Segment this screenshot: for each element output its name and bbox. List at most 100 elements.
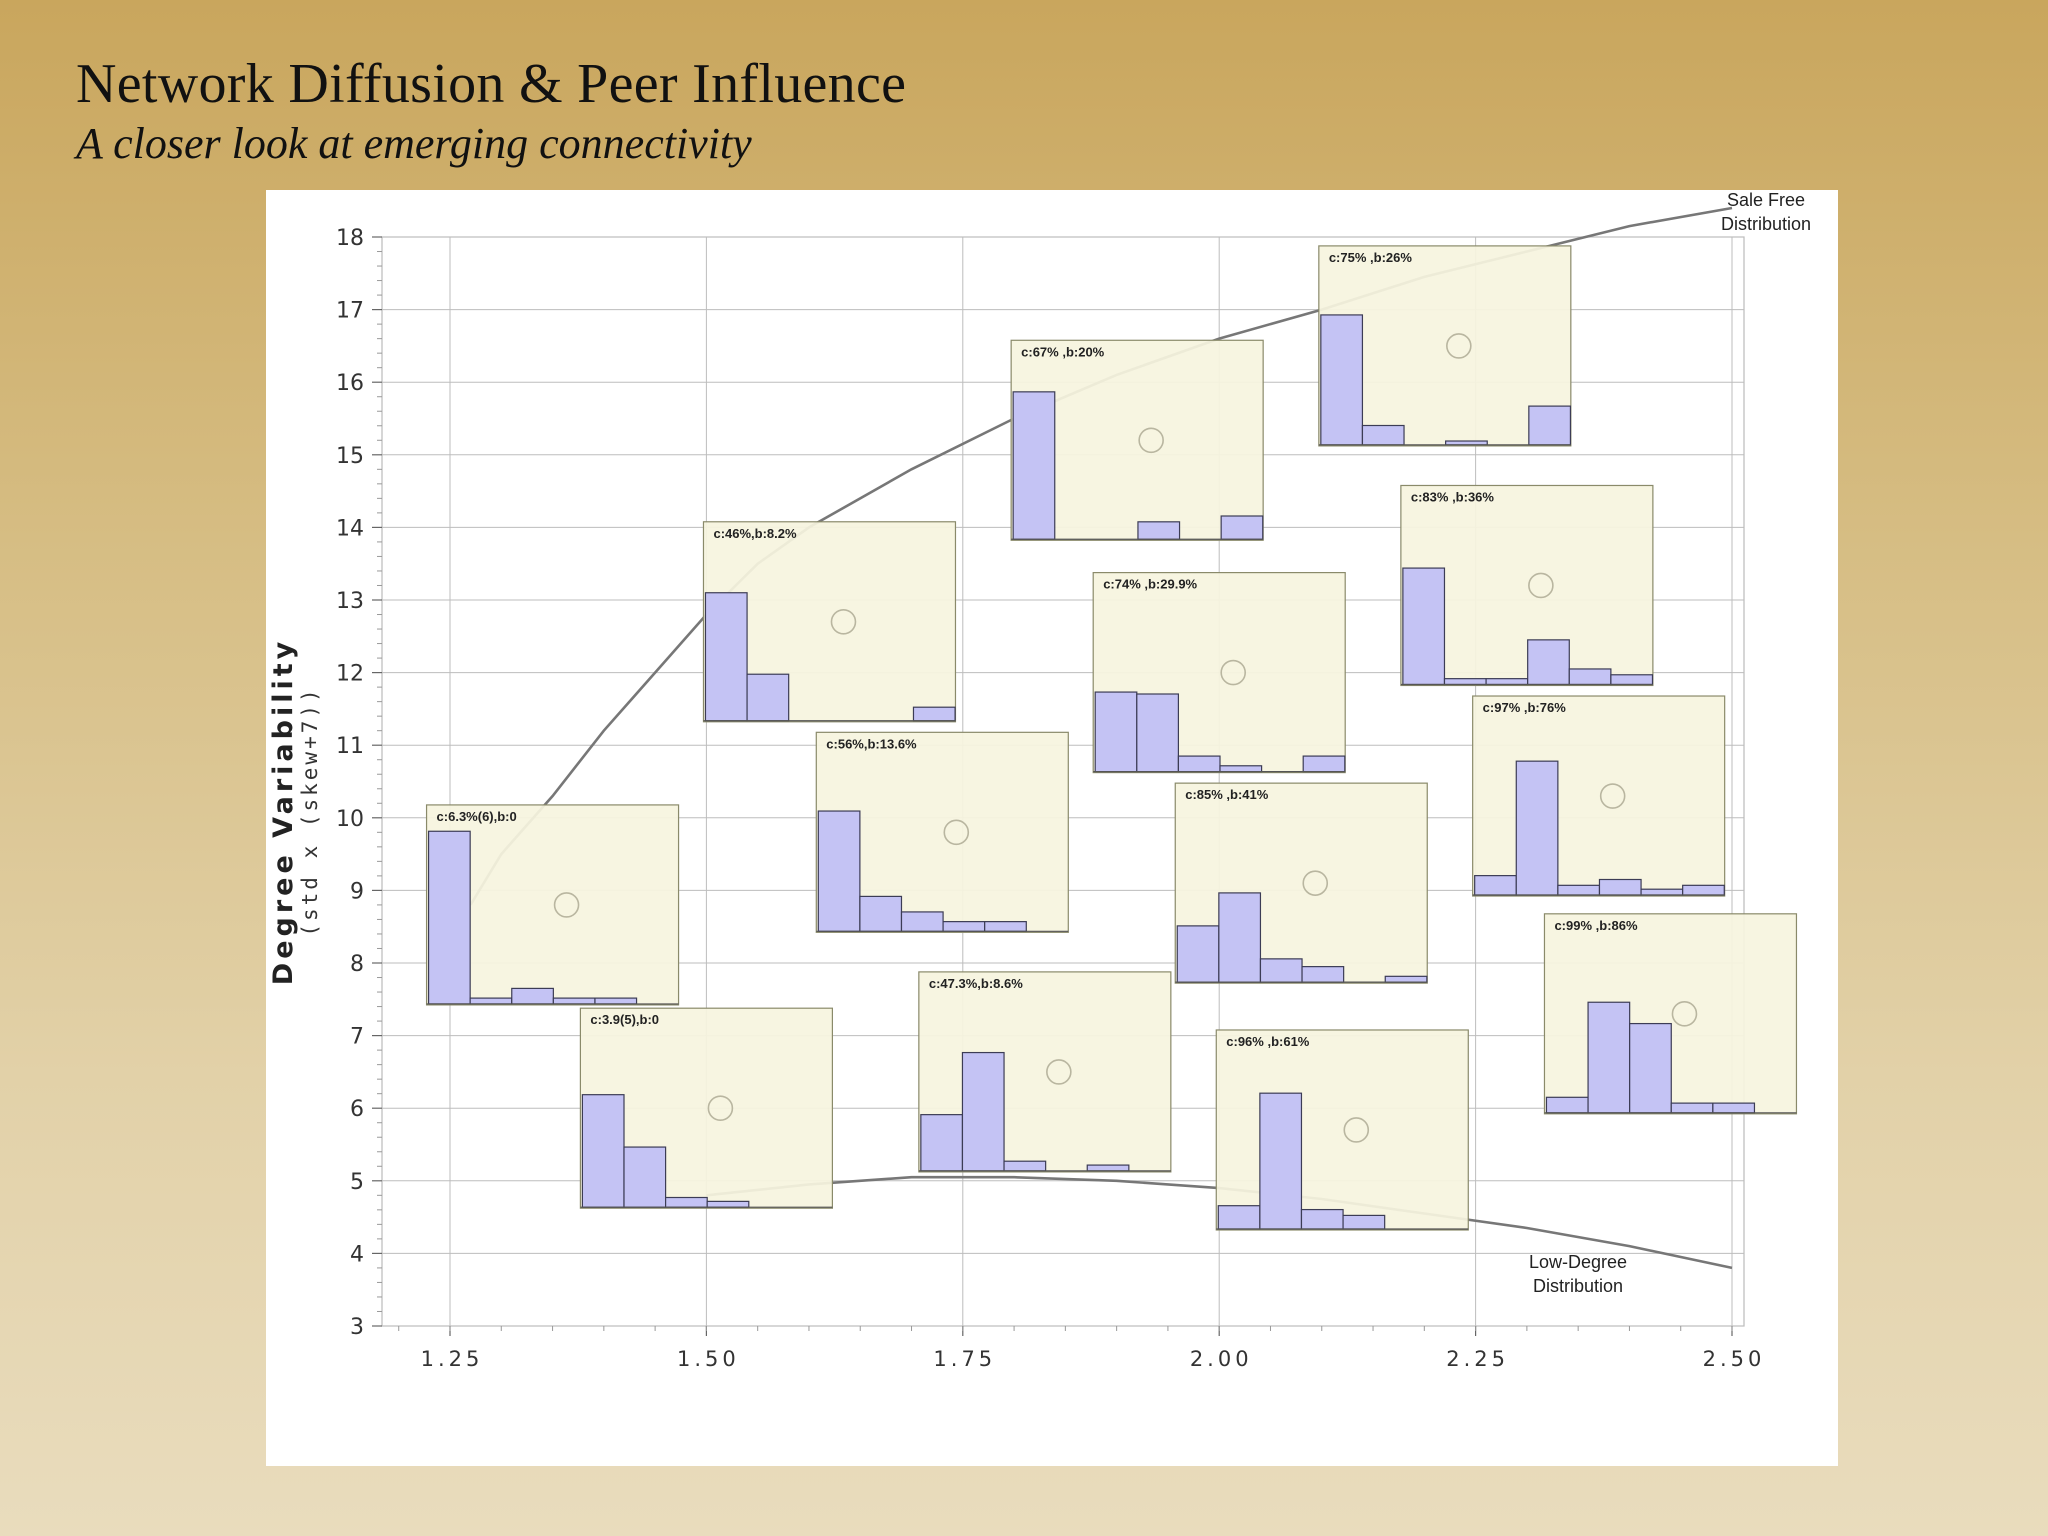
- inset-label: c:75% ,b:26%: [1329, 250, 1413, 265]
- histogram-bar: [1259, 958, 1303, 983]
- histogram-bar: [1384, 975, 1428, 983]
- y-tick-label: 4: [350, 1242, 364, 1267]
- histogram-bar: [1320, 314, 1364, 446]
- histogram-inset: c:97% ,b:76%: [1472, 695, 1726, 897]
- histogram-bar: [1629, 1022, 1672, 1114]
- x-tick-label: 2.00: [1190, 1347, 1253, 1371]
- y-tick-label: 18: [336, 226, 364, 251]
- histogram-bar: [1220, 515, 1264, 540]
- inset-marker: [1220, 659, 1247, 686]
- histogram-bar: [961, 1051, 1005, 1172]
- inset-marker: [1343, 1117, 1370, 1143]
- histogram-bar: [1682, 884, 1725, 896]
- scale-free-label: Sale Free Distribution: [1721, 190, 1811, 234]
- x-tick-label: 1.25: [421, 1347, 484, 1371]
- inset-label: c:47.3%,b:8.6%: [929, 976, 1023, 991]
- inset-marker: [830, 608, 857, 635]
- histogram-bar: [1528, 405, 1572, 446]
- histogram-bar: [1598, 878, 1642, 896]
- histogram-bar: [1259, 1092, 1303, 1230]
- histogram-bar: [581, 1094, 625, 1208]
- histogram-bar: [1300, 1208, 1344, 1230]
- histogram-inset: c:67% ,b:20%: [1010, 339, 1264, 541]
- low-degree-label: Low-Degree Distribution: [1529, 1252, 1627, 1296]
- histogram-bar: [1587, 1001, 1631, 1114]
- inset-marker: [1528, 572, 1554, 599]
- inset-label: c:96% ,b:61%: [1226, 1034, 1310, 1049]
- histogram-bar: [1568, 668, 1612, 686]
- y-tick-label: 15: [336, 444, 364, 469]
- histogram-bar: [859, 895, 903, 932]
- histogram-bar: [1640, 888, 1684, 896]
- histogram-bar: [817, 810, 861, 932]
- y-tick-label: 16: [336, 371, 364, 396]
- histogram-bar: [1177, 755, 1221, 773]
- histogram-bar: [1176, 925, 1220, 983]
- inset-marker: [1302, 870, 1329, 896]
- x-tick-label: 1.50: [677, 1347, 740, 1371]
- histogram-bar: [1218, 892, 1262, 983]
- histogram-bar: [920, 1114, 964, 1172]
- low-degree-label-line: Distribution: [1533, 1276, 1623, 1296]
- y-tick-label: 3: [350, 1315, 364, 1340]
- histogram-bar: [511, 987, 554, 1005]
- y-tick-label: 8: [350, 952, 364, 977]
- histogram-inset: c:46%,b:8.2%: [702, 521, 957, 723]
- histogram-inset: c:47.3%,b:8.6%: [918, 971, 1172, 1173]
- inset-label: c:3.9(5),b:0: [590, 1012, 659, 1027]
- y-tick-label: 10: [336, 807, 364, 832]
- inset-marker: [553, 892, 580, 918]
- histogram-inset: c:3.9(5),b:0: [579, 1007, 833, 1209]
- y-tick-label: 11: [336, 734, 364, 759]
- inset-frame: [1215, 1029, 1469, 1231]
- histogram-bar: [552, 997, 596, 1005]
- y-tick-label: 9: [350, 879, 364, 904]
- histogram-bar: [469, 997, 513, 1005]
- inset-label: c:67% ,b:20%: [1021, 344, 1105, 359]
- histogram-bar: [1361, 424, 1405, 446]
- histogram-bar: [1485, 678, 1529, 686]
- histogram-inset: c:56%,b:13.6%: [815, 731, 1069, 933]
- y-axis-sublabel: (std x (skew+7)): [298, 686, 322, 936]
- histogram-bar: [1557, 884, 1601, 896]
- inset-label: c:85% ,b:41%: [1185, 787, 1269, 802]
- histogram-bar: [706, 1200, 750, 1208]
- inset-marker: [1599, 783, 1626, 809]
- slide-subtitle: A closer look at emerging connectivity: [76, 119, 752, 168]
- histogram-inset: c:85% ,b:41%: [1174, 782, 1428, 984]
- y-tick-label: 6: [350, 1097, 364, 1122]
- x-tick-label: 2.25: [1446, 1347, 1509, 1371]
- histogram-bar: [1342, 1214, 1386, 1230]
- inset-label: c:56%,b:13.6%: [826, 736, 917, 751]
- inset-label: c:99% ,b:86%: [1554, 918, 1638, 933]
- inset-label: c:46%,b:8.2%: [713, 526, 797, 541]
- histogram-inset: c:6.3%(6),b:0: [425, 804, 680, 1006]
- histogram-bar: [1094, 691, 1138, 773]
- inset-frame: [1472, 695, 1726, 897]
- inset-marker: [943, 819, 970, 846]
- histogram-bar: [623, 1146, 667, 1208]
- slide-title: Network Diffusion & Peer Influence: [76, 53, 907, 115]
- histogram-bar: [1670, 1102, 1714, 1114]
- scale-free-label-line: Sale Free: [1727, 190, 1805, 210]
- y-tick-label: 7: [350, 1025, 364, 1050]
- x-tick-label: 1.75: [933, 1347, 996, 1371]
- histogram-bar: [594, 997, 638, 1005]
- histogram-bar: [1086, 1164, 1130, 1172]
- inset-label: c:6.3%(6),b:0: [437, 809, 517, 824]
- y-tick-label: 17: [336, 299, 364, 324]
- inset-marker: [1138, 427, 1164, 454]
- degree-variability-chart: 18 17 16 15 14 13 12 11 10 9 8 7 6 5 4 3 1.25 1.50 1.75 2.0…: [268, 190, 1811, 1371]
- histogram-bar: [427, 830, 471, 1005]
- y-tick-label: 5: [350, 1170, 364, 1195]
- histogram-inset: c:75% ,b:26%: [1318, 245, 1572, 447]
- histogram-bar: [1137, 521, 1181, 540]
- inset-label: c:83% ,b:36%: [1411, 489, 1495, 504]
- histogram-bar: [1474, 875, 1517, 896]
- histogram-bar: [704, 592, 748, 722]
- inset-marker: [1671, 1001, 1698, 1027]
- inset-marker: [707, 1095, 734, 1122]
- histogram-bar: [1443, 678, 1487, 686]
- histogram-bar: [1219, 765, 1263, 773]
- histogram-inset: c:83% ,b:36%: [1400, 484, 1654, 687]
